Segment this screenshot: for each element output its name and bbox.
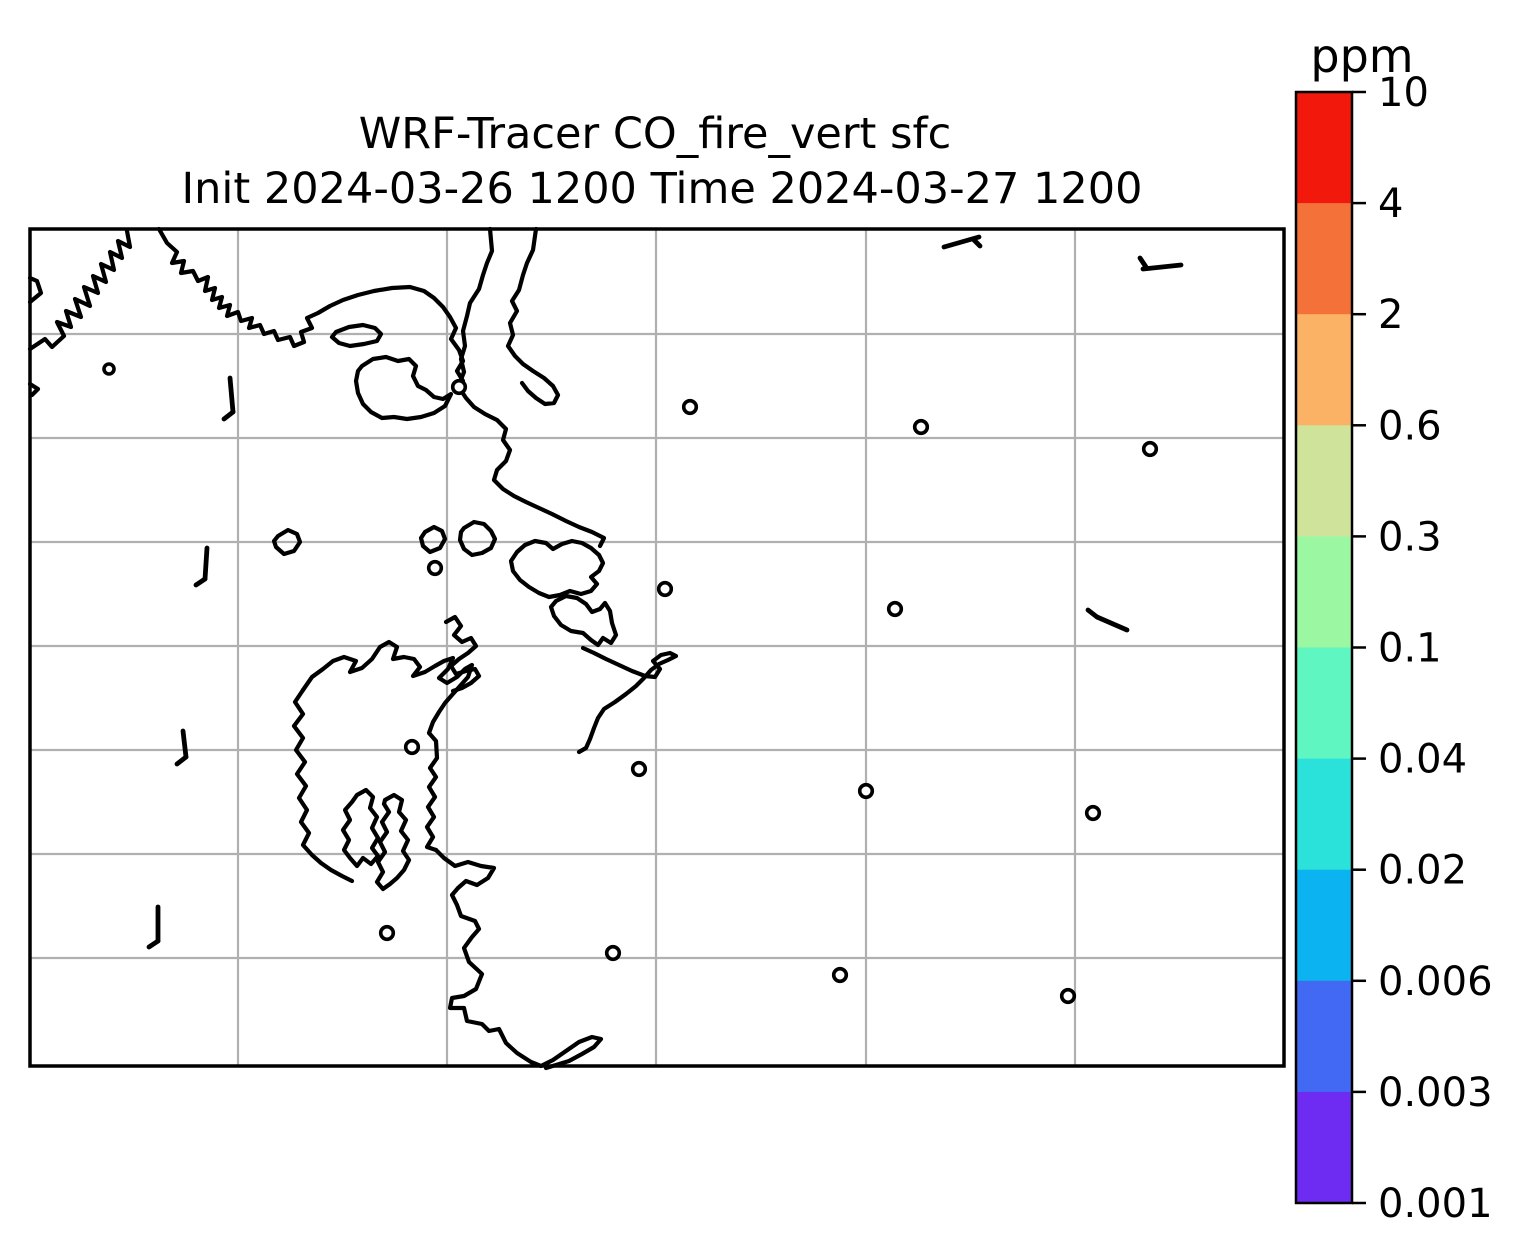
wind-barb-icon: [146, 904, 161, 950]
colorbar-segment: [1296, 92, 1352, 204]
calm-wind-circle-icon: [604, 944, 622, 962]
wind-barbs-and-calm-circles: [102, 234, 1184, 1005]
calm-wind-circle-icon: [681, 398, 699, 416]
colorbar-segment: [1296, 869, 1352, 982]
coastline-path: [508, 538, 606, 600]
coastline-path: [457, 519, 498, 558]
calm-wind-circle-icon: [450, 378, 468, 396]
wind-barb-icon: [1137, 255, 1184, 272]
colorbar-tick-label: 0.3: [1378, 514, 1442, 560]
colorbar-tick-label: 0.001: [1378, 1181, 1493, 1227]
coastline-path: [27, 275, 44, 305]
colorbar-tick-label: 4: [1378, 181, 1403, 227]
calm-wind-circle-icon: [102, 362, 116, 376]
calm-wind-circle-icon: [912, 418, 930, 436]
colorbar-segment: [1296, 425, 1352, 537]
wind-barb-icon: [193, 545, 210, 588]
colorbar-segment: [1296, 314, 1352, 426]
calm-wind-circle-icon: [857, 782, 875, 800]
coastlines: [27, 226, 679, 1071]
wind-barb-icon: [221, 375, 236, 422]
colorbar-tick-label: 0.003: [1378, 1070, 1493, 1116]
colorbar-tick-label: 2: [1378, 292, 1403, 338]
coastline-path: [443, 614, 482, 694]
calm-wind-circle-icon: [1059, 987, 1077, 1005]
coastline-path: [576, 645, 679, 755]
map-frame: [28, 227, 1286, 1068]
calm-wind-circle-icon: [1141, 440, 1159, 458]
map-border: [28, 227, 1286, 1068]
coastline-path: [271, 527, 303, 557]
calm-wind-circle-icon: [831, 966, 849, 984]
coastline-path: [329, 322, 384, 349]
colorbar-tick-label: 0.02: [1378, 848, 1467, 894]
wind-barb-icon: [174, 728, 189, 767]
wind-barb-icon: [941, 234, 983, 250]
plot-title-line1: WRF-Tracer CO_fire_vert sfc: [359, 109, 952, 159]
latlon-gridlines: [30, 229, 1284, 1066]
colorbar-tick-label: 0.04: [1378, 737, 1467, 783]
colorbar-segment: [1296, 647, 1352, 760]
coastline-path: [27, 228, 133, 352]
calm-wind-circle-icon: [403, 738, 421, 756]
colorbar-segment: [1296, 758, 1352, 871]
colorbar-tick-label: 0.1: [1378, 626, 1442, 672]
coastline-path: [27, 381, 41, 398]
colorbar-tick-label: 0.006: [1378, 959, 1493, 1005]
coastline-path: [300, 639, 475, 853]
colorbar-segment: [1296, 536, 1352, 649]
coastline-path: [505, 226, 561, 407]
calm-wind-circle-icon: [886, 600, 904, 618]
coastline-path: [291, 687, 355, 884]
colorbar-segment: [1296, 980, 1352, 1093]
colorbar-title: ppm: [1310, 29, 1413, 83]
coastline-path: [457, 226, 495, 385]
coastline-path: [548, 593, 619, 648]
calm-wind-circle-icon: [656, 580, 674, 598]
coastline-path: [340, 787, 381, 869]
calm-wind-circle-icon: [1084, 804, 1102, 822]
colorbar: 10 4 2 0.6 0.3 0.1 0.04 0.02 0.006 0.003 0.001: [1294, 70, 1493, 1227]
calm-wind-circle-icon: [426, 559, 444, 577]
coastline-path: [353, 354, 454, 422]
wind-barb-icon: [1085, 607, 1130, 633]
plot-title-line2: Init 2024-03-26 1200 Time 2024-03-27 120…: [182, 164, 1143, 214]
colorbar-segment: [1296, 203, 1352, 315]
coastline-path: [418, 524, 448, 555]
coastline-path: [156, 226, 607, 549]
calm-wind-circle-icon: [378, 924, 396, 942]
calm-wind-circle-icon: [630, 760, 648, 778]
coastline-path: [433, 847, 604, 1071]
coastline-path: [374, 792, 412, 892]
colorbar-segment: [1296, 1091, 1352, 1204]
colorbar-tick-label: 10: [1378, 70, 1429, 116]
colorbar-tick-label: 0.6: [1378, 403, 1442, 449]
